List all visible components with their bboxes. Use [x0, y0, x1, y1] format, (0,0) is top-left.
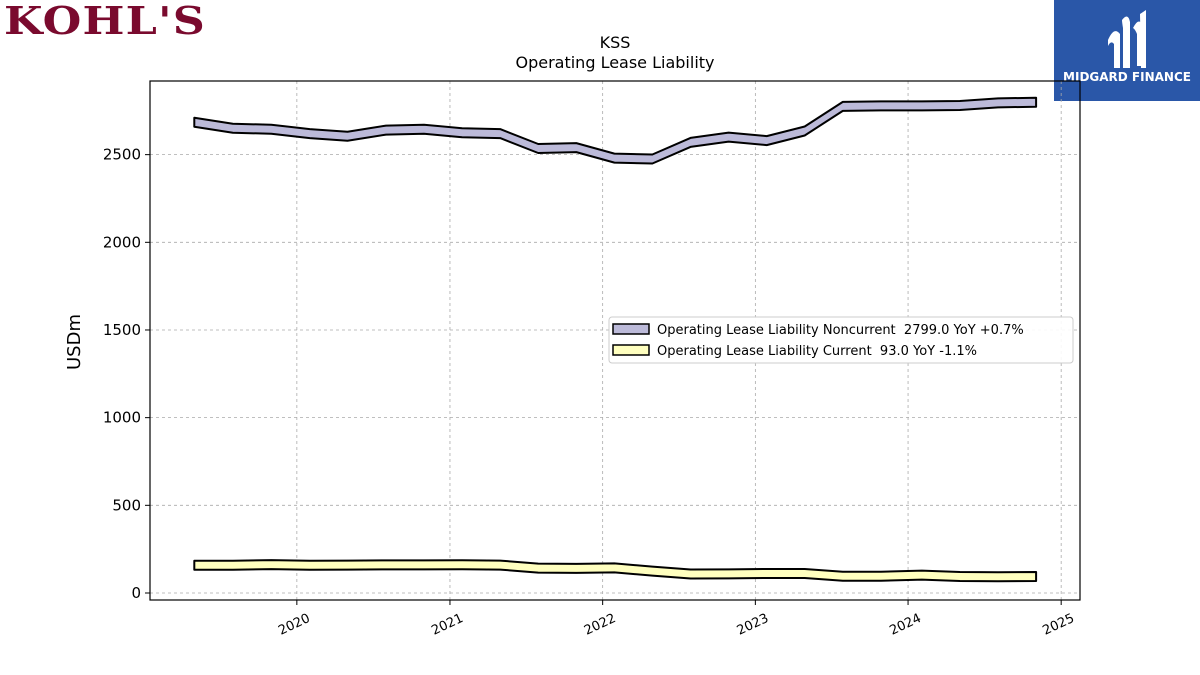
x-tick-label: 2021: [429, 611, 465, 639]
x-tick-label: 2024: [887, 611, 923, 639]
chart-title: KSS: [600, 33, 631, 52]
x-tick-label: 2020: [276, 611, 312, 639]
legend-swatch-current: [612, 344, 650, 356]
midgard-logo-text: MIDGARD FINANCE: [1063, 70, 1191, 84]
y-axis-label: USDm: [64, 314, 85, 370]
chart-subtitle: Operating Lease Liability: [515, 53, 714, 72]
series-areas: [193, 96, 1038, 583]
y-tick-label: 0: [131, 584, 141, 602]
x-tick-label: 2025: [1041, 611, 1077, 639]
legend: Operating Lease Liability Noncurrent 279…: [608, 316, 1074, 364]
legend-label-noncurrent: Operating Lease Liability Noncurrent 279…: [657, 323, 1024, 338]
x-tick-label: 2023: [735, 611, 771, 639]
y-tick-label: 500: [112, 496, 141, 514]
kohls-logo: KOHL'S: [4, 0, 206, 43]
y-tick-label: 2500: [103, 146, 141, 164]
plot-frame: [149, 80, 1081, 601]
y-tick-label: 1500: [103, 321, 141, 339]
kohls-logo-text: KOHL'S: [4, 0, 206, 43]
series-noncurrent-band: [193, 96, 1038, 165]
legend-box: [608, 316, 1074, 364]
midgard-finance-logo: MIDGARD FINANCE: [1054, 0, 1200, 101]
midgard-m-icon: [1108, 10, 1146, 69]
series-current-band: [193, 559, 1038, 583]
x-tick-label: 2022: [582, 611, 618, 639]
legend-label-current: Operating Lease Liability Current 93.0 Y…: [657, 344, 977, 359]
legend-swatch-noncurrent: [612, 323, 650, 335]
y-tick-label: 1000: [103, 409, 141, 427]
y-tick-label: 2000: [103, 233, 141, 251]
